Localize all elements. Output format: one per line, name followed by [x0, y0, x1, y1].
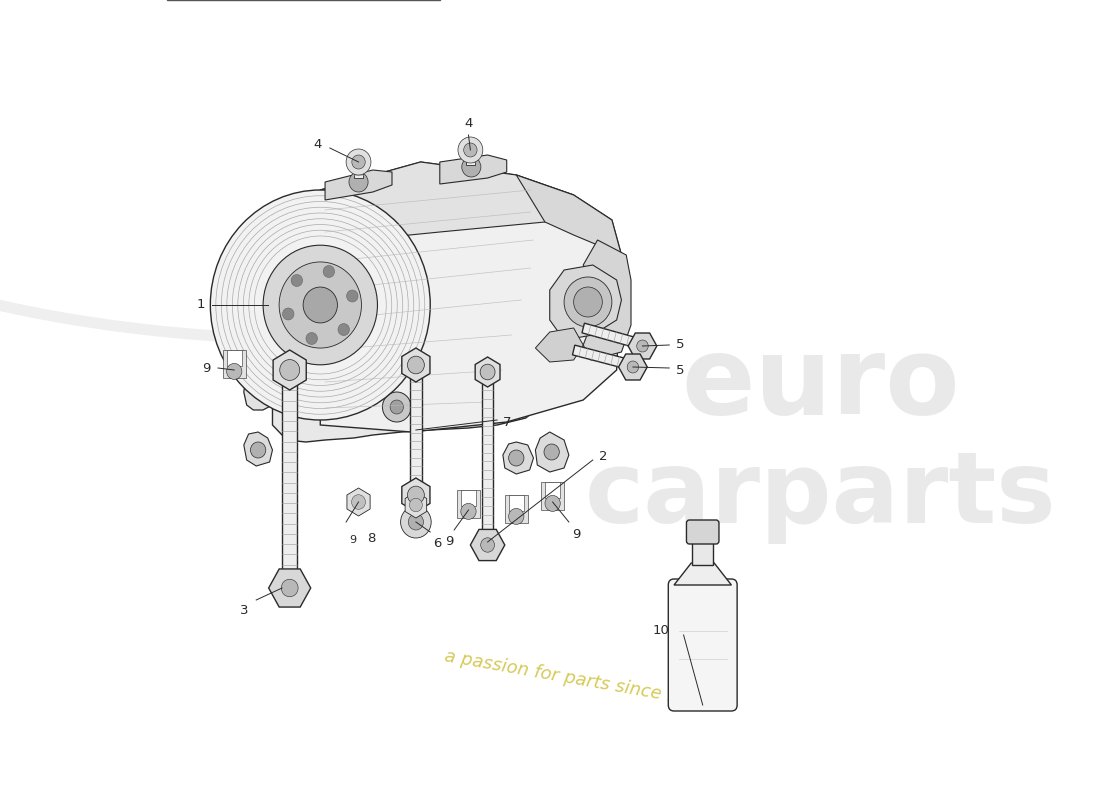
Polygon shape — [282, 370, 297, 585]
Circle shape — [508, 450, 524, 466]
Text: 7: 7 — [503, 415, 512, 429]
Polygon shape — [346, 488, 370, 516]
Polygon shape — [440, 155, 507, 184]
Polygon shape — [583, 240, 631, 360]
Text: 9: 9 — [350, 535, 356, 545]
Text: 10: 10 — [652, 623, 669, 637]
Circle shape — [227, 363, 242, 379]
Circle shape — [544, 444, 559, 460]
Circle shape — [390, 400, 404, 414]
Circle shape — [627, 361, 639, 373]
Circle shape — [383, 392, 411, 422]
Circle shape — [480, 364, 495, 380]
Polygon shape — [320, 162, 573, 245]
Circle shape — [464, 143, 477, 157]
Polygon shape — [402, 478, 430, 512]
Bar — [227, 350, 242, 366]
Circle shape — [409, 498, 422, 512]
Circle shape — [346, 149, 371, 175]
Circle shape — [573, 287, 603, 317]
Circle shape — [304, 287, 338, 323]
Polygon shape — [516, 175, 622, 255]
Polygon shape — [536, 432, 569, 472]
Text: 6: 6 — [433, 537, 441, 550]
Polygon shape — [409, 365, 422, 500]
Bar — [223, 350, 245, 378]
Polygon shape — [244, 432, 273, 466]
Circle shape — [481, 538, 495, 552]
Circle shape — [263, 245, 377, 365]
Circle shape — [282, 579, 298, 597]
Bar — [509, 495, 524, 511]
Polygon shape — [405, 492, 427, 518]
Text: carparts: carparts — [584, 447, 1056, 545]
Polygon shape — [503, 442, 534, 474]
Polygon shape — [273, 350, 306, 390]
Polygon shape — [402, 348, 430, 382]
Circle shape — [408, 514, 424, 530]
Text: 8: 8 — [366, 532, 375, 545]
Circle shape — [544, 495, 560, 511]
Circle shape — [349, 172, 368, 192]
Bar — [456, 490, 480, 518]
Circle shape — [306, 333, 318, 345]
Polygon shape — [354, 165, 363, 178]
Polygon shape — [244, 358, 296, 410]
Circle shape — [279, 262, 362, 348]
Circle shape — [637, 340, 648, 352]
Text: 4: 4 — [464, 117, 473, 130]
Polygon shape — [536, 328, 583, 362]
Text: 9: 9 — [202, 362, 210, 374]
Circle shape — [292, 274, 302, 286]
Text: 9: 9 — [446, 535, 453, 548]
Polygon shape — [482, 372, 493, 542]
Circle shape — [508, 509, 524, 525]
Text: euro: euro — [681, 331, 959, 437]
Text: 4: 4 — [314, 138, 322, 150]
Circle shape — [407, 356, 425, 374]
Circle shape — [283, 308, 294, 320]
Polygon shape — [572, 345, 632, 370]
Text: 1: 1 — [197, 298, 206, 311]
Bar — [461, 490, 476, 506]
Circle shape — [338, 323, 350, 335]
Text: 3: 3 — [240, 604, 249, 617]
Circle shape — [400, 506, 431, 538]
Polygon shape — [628, 333, 657, 359]
Text: 5: 5 — [675, 338, 684, 351]
FancyBboxPatch shape — [686, 520, 719, 544]
Polygon shape — [550, 265, 622, 340]
Polygon shape — [674, 563, 732, 585]
Text: 5: 5 — [675, 363, 684, 377]
Circle shape — [352, 494, 365, 510]
Polygon shape — [475, 357, 500, 387]
Circle shape — [462, 157, 481, 177]
Polygon shape — [618, 354, 647, 380]
Bar — [692, 539, 713, 565]
Circle shape — [352, 155, 365, 169]
Polygon shape — [273, 372, 536, 442]
Text: 2: 2 — [600, 450, 608, 463]
Polygon shape — [582, 323, 641, 349]
Polygon shape — [466, 152, 475, 165]
FancyBboxPatch shape — [669, 579, 737, 711]
Circle shape — [251, 442, 266, 458]
Circle shape — [564, 277, 612, 327]
Polygon shape — [268, 569, 310, 607]
Circle shape — [461, 503, 476, 519]
Circle shape — [346, 290, 358, 302]
Text: a passion for parts since 1985: a passion for parts since 1985 — [443, 647, 714, 713]
Bar — [546, 482, 560, 498]
Polygon shape — [471, 530, 505, 561]
Polygon shape — [320, 162, 622, 432]
Circle shape — [279, 360, 299, 381]
Circle shape — [458, 137, 483, 163]
Bar — [505, 495, 528, 523]
Polygon shape — [326, 170, 392, 200]
Circle shape — [323, 266, 334, 278]
Circle shape — [407, 486, 425, 504]
Text: 9: 9 — [572, 528, 580, 541]
Circle shape — [210, 190, 430, 420]
Bar — [541, 482, 564, 510]
